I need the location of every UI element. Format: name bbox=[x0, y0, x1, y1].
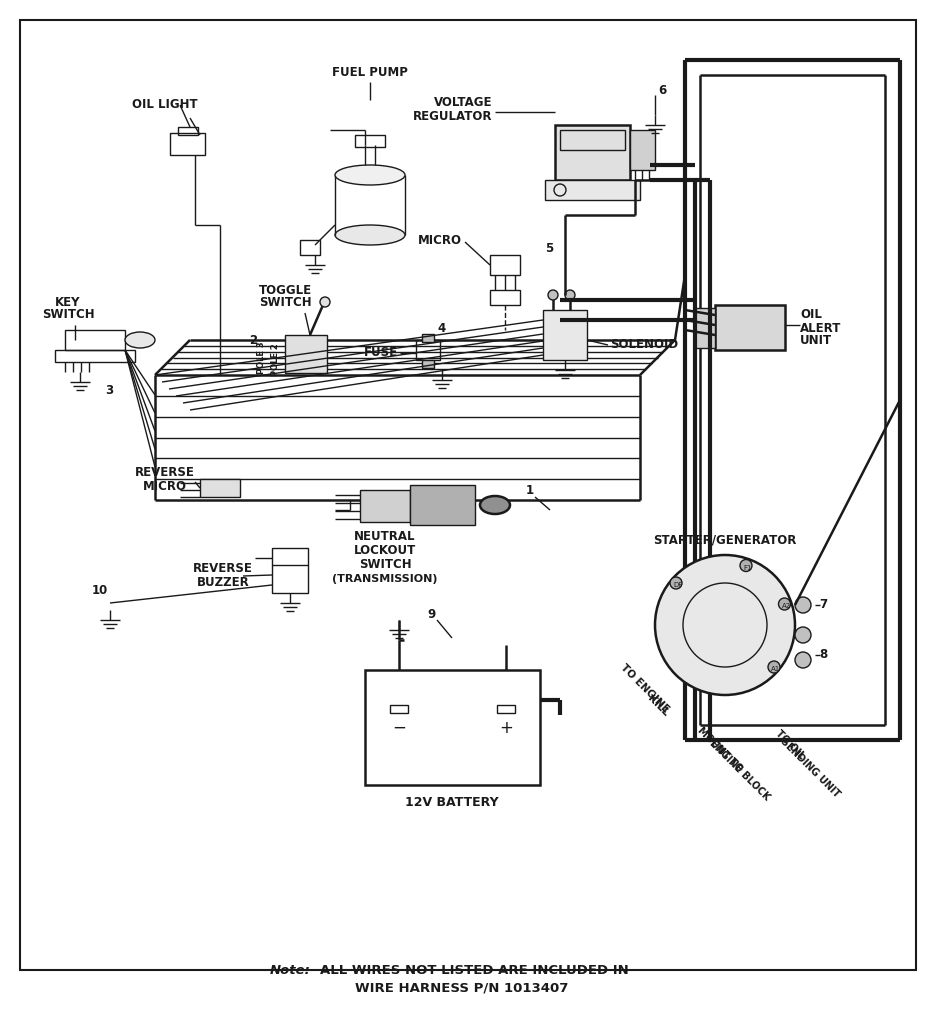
Text: SENDING UNIT: SENDING UNIT bbox=[779, 736, 841, 800]
Text: UNIT: UNIT bbox=[800, 335, 832, 347]
Bar bbox=[55, 350, 135, 362]
Circle shape bbox=[655, 555, 795, 695]
Circle shape bbox=[670, 577, 682, 589]
Bar bbox=[170, 133, 205, 155]
Text: WIRE HARNESS P/N 1013407: WIRE HARNESS P/N 1013407 bbox=[355, 981, 568, 994]
Text: A1: A1 bbox=[771, 666, 781, 672]
Bar bbox=[355, 135, 385, 147]
Text: 12V BATTERY: 12V BATTERY bbox=[405, 797, 499, 810]
Text: TOGGLE: TOGGLE bbox=[258, 284, 312, 297]
Bar bbox=[490, 255, 520, 275]
Text: TO ENGINE: TO ENGINE bbox=[619, 662, 671, 714]
Ellipse shape bbox=[335, 165, 405, 185]
Text: 2: 2 bbox=[249, 334, 257, 346]
Bar bbox=[200, 479, 240, 497]
Text: BUZZER: BUZZER bbox=[197, 575, 249, 589]
Text: SOLENOID: SOLENOID bbox=[610, 339, 678, 351]
Text: 5: 5 bbox=[545, 242, 553, 255]
Text: OIL LIGHT: OIL LIGHT bbox=[132, 98, 197, 112]
Ellipse shape bbox=[480, 496, 510, 514]
Circle shape bbox=[740, 559, 752, 571]
Text: KEY: KEY bbox=[55, 296, 80, 308]
Circle shape bbox=[795, 597, 811, 613]
Bar bbox=[555, 125, 630, 180]
Bar bbox=[390, 705, 408, 713]
Circle shape bbox=[768, 662, 780, 673]
Text: 6: 6 bbox=[658, 84, 666, 96]
Circle shape bbox=[548, 290, 558, 300]
Text: ENGINE BLOCK: ENGINE BLOCK bbox=[708, 738, 772, 802]
Bar bbox=[497, 705, 515, 713]
Text: ALERT: ALERT bbox=[800, 322, 841, 335]
Text: MICRO: MICRO bbox=[143, 479, 187, 493]
Text: TO OIL: TO OIL bbox=[773, 729, 807, 762]
Text: MICRO: MICRO bbox=[418, 233, 462, 247]
Text: 8: 8 bbox=[819, 648, 827, 662]
Ellipse shape bbox=[335, 225, 405, 245]
Text: KILL: KILL bbox=[646, 693, 670, 719]
Text: −: − bbox=[392, 719, 406, 737]
Text: 7: 7 bbox=[819, 598, 827, 611]
Text: DF: DF bbox=[673, 582, 682, 588]
Bar bbox=[416, 340, 440, 360]
Bar bbox=[545, 180, 640, 200]
Text: SWITCH: SWITCH bbox=[258, 297, 312, 309]
Bar bbox=[715, 305, 785, 350]
Text: POLE 2: POLE 2 bbox=[271, 344, 280, 377]
Bar bbox=[65, 330, 125, 350]
Text: 10: 10 bbox=[92, 584, 109, 597]
Bar bbox=[560, 130, 625, 150]
Text: FUEL PUMP: FUEL PUMP bbox=[332, 66, 408, 79]
Text: FUSE: FUSE bbox=[364, 346, 398, 359]
Bar bbox=[300, 240, 320, 255]
Bar bbox=[630, 130, 655, 170]
Bar bbox=[365, 670, 540, 785]
Bar bbox=[178, 127, 198, 135]
Text: A2: A2 bbox=[782, 603, 791, 609]
Text: 9: 9 bbox=[428, 608, 436, 622]
Text: Note:: Note: bbox=[270, 964, 311, 977]
Text: F1: F1 bbox=[744, 564, 753, 570]
Bar bbox=[360, 490, 410, 522]
Text: VOLTAGE: VOLTAGE bbox=[433, 95, 492, 109]
Bar bbox=[285, 335, 327, 373]
Text: 4: 4 bbox=[438, 322, 446, 335]
Bar bbox=[422, 334, 434, 342]
Text: (TRANSMISSION): (TRANSMISSION) bbox=[332, 574, 438, 584]
Text: POLE 3: POLE 3 bbox=[257, 342, 267, 375]
Text: REGULATOR: REGULATOR bbox=[413, 110, 492, 123]
Text: 1: 1 bbox=[526, 483, 534, 497]
Text: REVERSE: REVERSE bbox=[193, 561, 253, 574]
Text: +: + bbox=[499, 719, 513, 737]
Bar bbox=[543, 310, 587, 360]
Bar bbox=[422, 360, 434, 368]
Circle shape bbox=[795, 652, 811, 668]
Bar bbox=[490, 290, 520, 305]
Text: ALL WIRES NOT LISTED ARE INCLUDED IN: ALL WIRES NOT LISTED ARE INCLUDED IN bbox=[320, 964, 629, 977]
Bar bbox=[695, 308, 715, 348]
Bar bbox=[410, 485, 475, 525]
Ellipse shape bbox=[125, 332, 155, 348]
Text: SWITCH: SWITCH bbox=[358, 558, 411, 571]
Text: SWITCH: SWITCH bbox=[42, 308, 95, 322]
Text: REVERSE: REVERSE bbox=[135, 466, 195, 478]
Circle shape bbox=[320, 297, 330, 307]
Text: NEUTRAL: NEUTRAL bbox=[354, 530, 416, 544]
Circle shape bbox=[565, 290, 575, 300]
Text: STARTER/GENERATOR: STARTER/GENERATOR bbox=[653, 534, 797, 547]
Text: OIL: OIL bbox=[800, 308, 822, 322]
Circle shape bbox=[795, 627, 811, 643]
Text: 3: 3 bbox=[105, 384, 113, 396]
Circle shape bbox=[779, 598, 791, 610]
Bar bbox=[272, 548, 308, 593]
Text: MOUNT TO: MOUNT TO bbox=[695, 726, 744, 774]
Text: LOCKOUT: LOCKOUT bbox=[354, 545, 417, 557]
